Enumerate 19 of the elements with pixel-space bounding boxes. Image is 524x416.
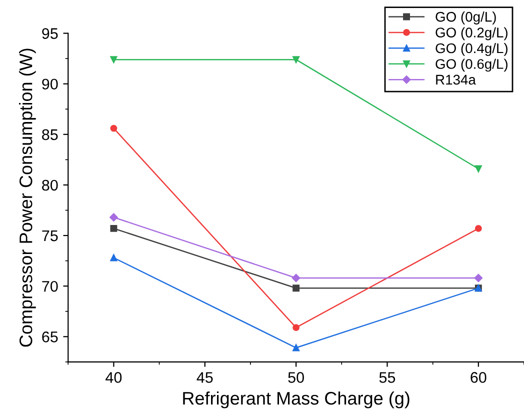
y-tick-label: 75 [42, 230, 58, 242]
x-tick-label: 60 [470, 372, 486, 383]
y-tick-label: 80 [42, 180, 58, 191]
x-tick-label: 45 [196, 372, 213, 383]
y-tick-label: 95 [42, 28, 58, 39]
x-tick-label: 55 [379, 372, 396, 383]
legend-label: GO (0.6g/L) [436, 58, 508, 72]
legend-label: GO (0.2g/L) [436, 27, 508, 40]
legend-label: GO (0g/L) [436, 12, 496, 24]
y-axis-title: Compressor Power Consumption (W) [19, 48, 36, 347]
legend-label: R134a [436, 74, 476, 85]
y-tick-label: 90 [42, 78, 58, 90]
y-tick-label: 65 [42, 332, 58, 342]
x-axis-title: Refrigerant Mass Charge (g) [183, 391, 410, 408]
x-tick-label: 50 [288, 372, 304, 383]
x-tick-label: 40 [106, 372, 122, 383]
y-tick-label: 70 [42, 280, 58, 292]
y-tick-label: 85 [42, 129, 58, 140]
legend-label: GO (0.4g/L) [436, 42, 508, 56]
